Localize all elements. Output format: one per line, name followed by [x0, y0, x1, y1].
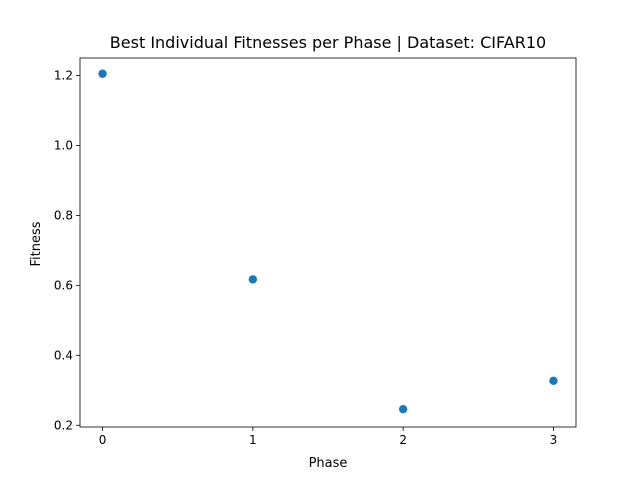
plot-area: 0 1 2 3 0.2 0.4 0.6 0.8 1.0 1.2 — [54, 57, 577, 447]
chart-title: Best Individual Fitnesses per Phase | Da… — [110, 33, 546, 52]
data-point — [248, 275, 258, 284]
y-axis-label: Fitness — [29, 221, 44, 266]
data-point — [398, 404, 408, 414]
data-point — [549, 376, 558, 386]
x-tick-label: 2 — [399, 433, 407, 447]
y-tick-label: 1.0 — [54, 138, 73, 152]
y-tick-label: 0.4 — [54, 348, 73, 362]
y-tick-label: 1.2 — [54, 68, 73, 82]
y-tick-label: 0.2 — [54, 418, 73, 432]
data-point — [98, 69, 107, 78]
x-axis-label: Phase — [309, 456, 348, 471]
y-tick-label: 0.6 — [54, 278, 73, 292]
x-tick-label: 3 — [550, 433, 558, 447]
y-tick-label: 0.8 — [54, 208, 73, 222]
x-tick-label: 0 — [99, 433, 107, 447]
x-tick-label: 1 — [249, 433, 257, 447]
plot-frame — [79, 57, 577, 428]
